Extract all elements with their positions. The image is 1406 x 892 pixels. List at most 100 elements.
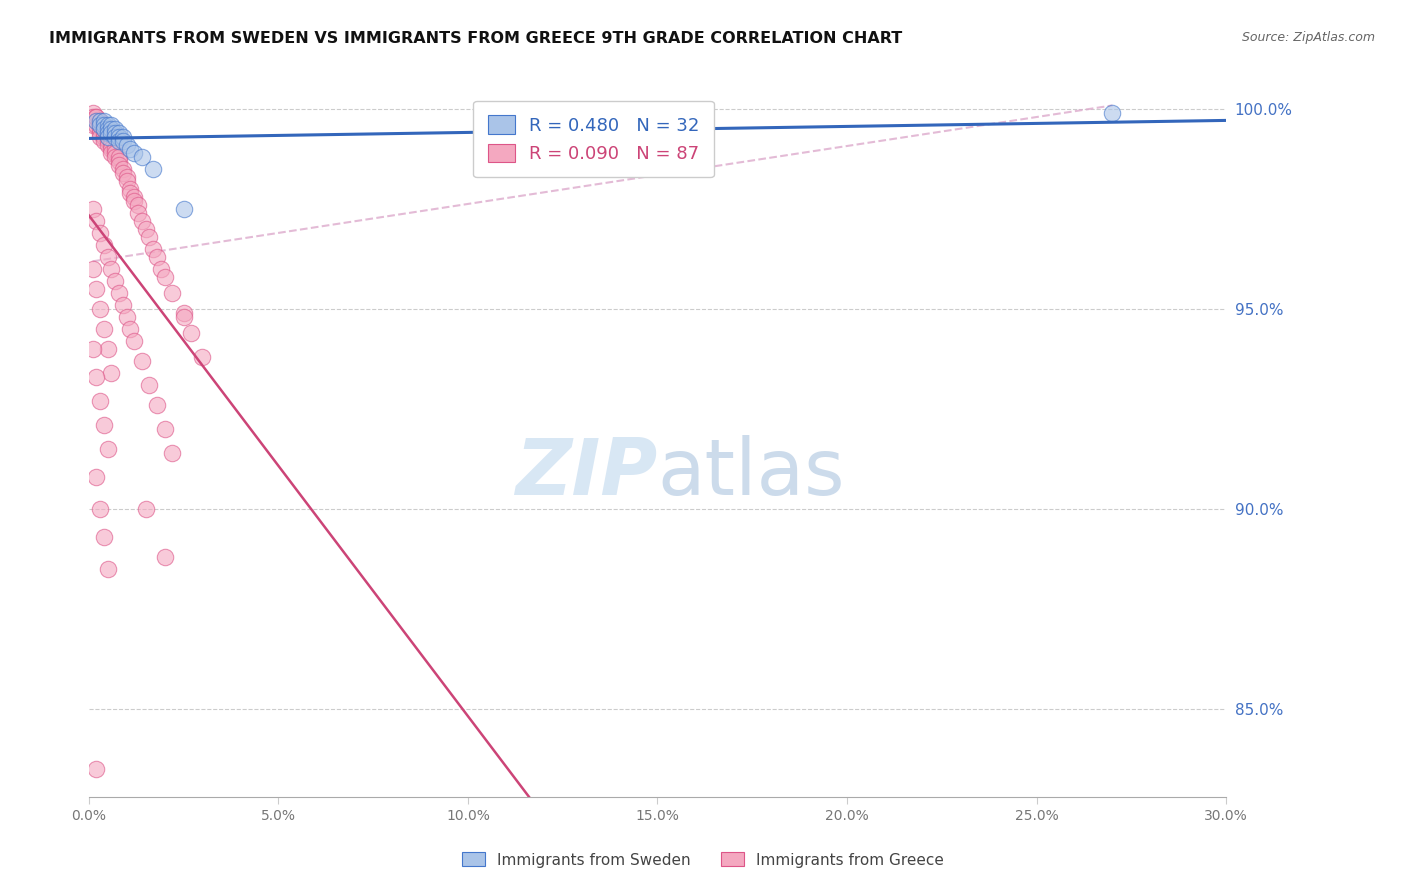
Point: [149, 262, 172, 277]
Point: [82, 111, 104, 125]
Point: [108, 130, 131, 145]
Point: [131, 354, 153, 368]
Point: [138, 230, 160, 244]
Point: [93, 119, 115, 133]
Point: [100, 262, 122, 277]
Point: [173, 306, 195, 320]
Point: [89, 122, 111, 136]
Point: [142, 162, 165, 177]
Point: [86, 470, 108, 484]
Point: [108, 135, 131, 149]
Point: [89, 119, 111, 133]
Point: [82, 262, 104, 277]
Point: [89, 302, 111, 317]
Point: [122, 146, 145, 161]
Point: [97, 130, 120, 145]
Point: [97, 122, 120, 136]
Point: [97, 562, 120, 576]
Point: [86, 111, 108, 125]
Point: [120, 322, 142, 336]
Point: [82, 202, 104, 217]
Point: [108, 158, 131, 172]
Point: [86, 762, 108, 776]
Point: [104, 142, 127, 156]
Point: [93, 122, 115, 136]
Point: [104, 146, 127, 161]
Point: [97, 119, 120, 133]
Point: [93, 127, 115, 141]
Point: [120, 142, 142, 156]
Point: [160, 286, 183, 301]
Point: [115, 174, 138, 188]
Point: [146, 250, 169, 264]
Point: [89, 227, 111, 241]
Point: [89, 114, 111, 128]
Point: [97, 250, 120, 264]
Point: [100, 122, 122, 136]
Point: [93, 122, 115, 136]
Point: [104, 150, 127, 164]
Point: [86, 114, 108, 128]
Point: [89, 119, 111, 133]
Point: [93, 119, 115, 133]
Point: [180, 326, 202, 341]
Point: [131, 150, 153, 164]
Point: [111, 298, 134, 312]
Point: [97, 135, 120, 149]
Point: [100, 146, 122, 161]
Point: [89, 114, 111, 128]
Point: [100, 138, 122, 153]
Point: [82, 343, 104, 357]
Point: [100, 119, 122, 133]
Point: [108, 150, 131, 164]
Point: [86, 111, 108, 125]
Point: [93, 135, 115, 149]
Point: [97, 127, 120, 141]
Point: [115, 138, 138, 153]
Point: [93, 130, 115, 145]
Point: [82, 119, 104, 133]
Point: [89, 502, 111, 516]
Point: [122, 334, 145, 349]
Point: [104, 127, 127, 141]
Point: [89, 394, 111, 409]
Point: [89, 127, 111, 141]
Point: [89, 130, 111, 145]
Point: [104, 130, 127, 145]
Point: [86, 282, 108, 296]
Point: [1101, 106, 1123, 120]
Point: [160, 446, 183, 460]
Point: [104, 274, 127, 288]
Point: [153, 422, 176, 436]
Point: [153, 270, 176, 285]
Point: [100, 127, 122, 141]
Text: IMMIGRANTS FROM SWEDEN VS IMMIGRANTS FROM GREECE 9TH GRADE CORRELATION CHART: IMMIGRANTS FROM SWEDEN VS IMMIGRANTS FRO…: [49, 31, 903, 46]
Point: [120, 186, 142, 201]
Point: [100, 366, 122, 380]
Point: [122, 194, 145, 209]
Point: [108, 127, 131, 141]
Point: [82, 106, 104, 120]
Point: [111, 162, 134, 177]
Point: [111, 130, 134, 145]
Point: [191, 351, 214, 365]
Point: [93, 530, 115, 544]
Point: [93, 238, 115, 252]
Point: [86, 370, 108, 384]
Point: [127, 206, 149, 220]
Point: [100, 142, 122, 156]
Text: Source: ZipAtlas.com: Source: ZipAtlas.com: [1241, 31, 1375, 45]
Point: [93, 322, 115, 336]
Point: [97, 130, 120, 145]
Point: [97, 138, 120, 153]
Point: [100, 135, 122, 149]
Point: [86, 114, 108, 128]
Point: [142, 243, 165, 257]
Point: [111, 135, 134, 149]
Point: [146, 398, 169, 412]
Point: [153, 550, 176, 565]
Point: [97, 442, 120, 457]
Point: [86, 214, 108, 228]
Point: [120, 182, 142, 196]
Point: [97, 127, 120, 141]
